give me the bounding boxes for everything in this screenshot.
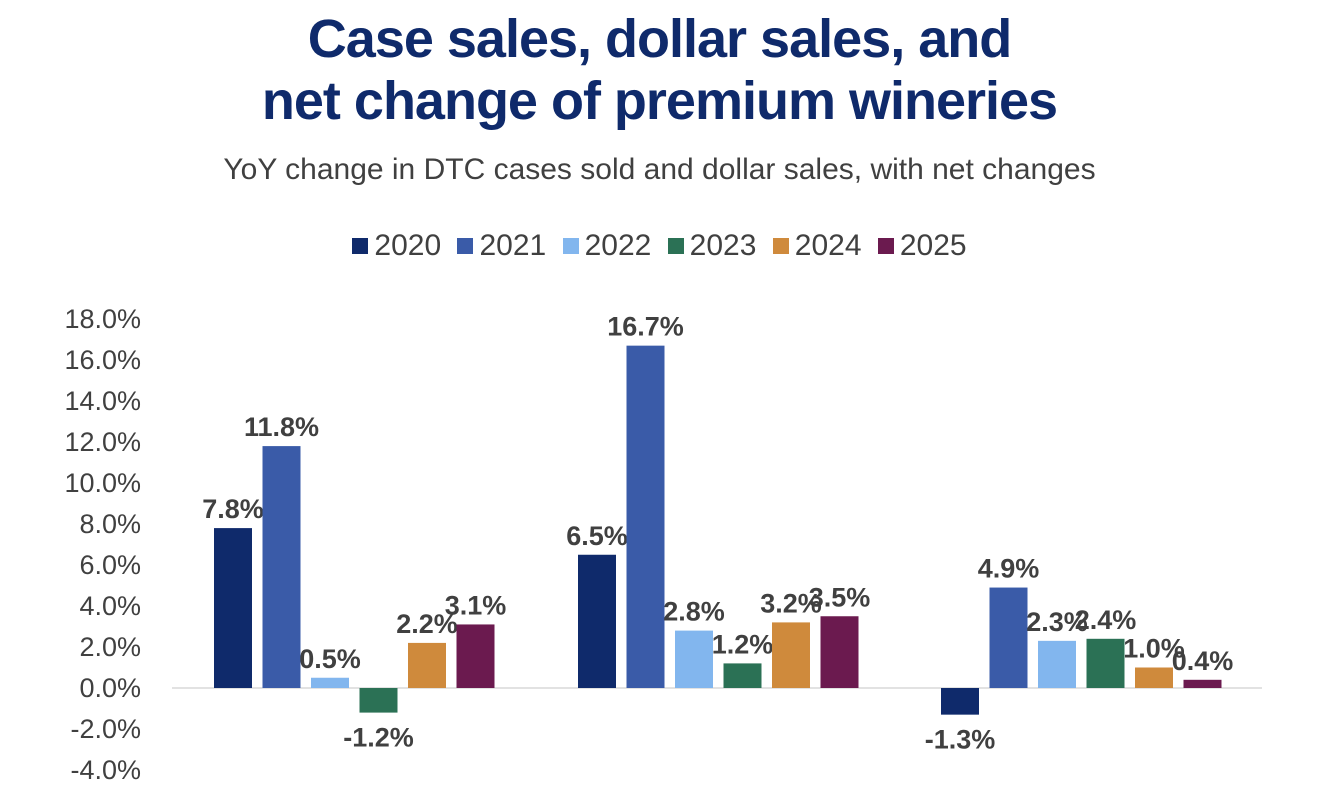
data-label: 2.4%	[1075, 605, 1137, 635]
bar-2022-group-3	[1038, 640, 1076, 688]
legend-swatch-2024	[772, 238, 789, 254]
data-label: 4.9%	[978, 554, 1040, 584]
data-label: 3.2%	[760, 588, 822, 618]
y-tick-label: 4.0%	[79, 591, 141, 621]
bar-2021-group-1	[262, 446, 301, 688]
y-tick-label: 6.0%	[79, 550, 141, 580]
legend-label-2022: 2022	[584, 229, 652, 262]
bar-2023-group-1	[359, 688, 398, 713]
data-label: -1.3%	[925, 725, 996, 755]
y-tick-label: -4.0%	[70, 755, 141, 785]
y-tick-label: -2.0%	[70, 714, 141, 744]
bar-2020-group-1	[214, 528, 252, 688]
bar-2022-group-2	[675, 630, 713, 688]
y-tick-label: 12.0%	[64, 427, 141, 457]
legend-item-2024: 2024	[772, 226, 862, 266]
data-label: -1.2%	[343, 723, 414, 753]
legend-label-2021: 2021	[479, 229, 547, 262]
data-label: 2.2%	[396, 609, 458, 639]
bar-2025-group-1	[456, 624, 495, 688]
legend-label-2024: 2024	[794, 229, 862, 262]
y-tick-label: 2.0%	[79, 632, 141, 662]
legend-item-2020: 2020	[352, 226, 441, 266]
data-label: 0.5%	[299, 644, 361, 674]
y-tick-label: 0.0%	[79, 673, 141, 703]
legend-swatch-2025	[877, 238, 894, 254]
data-label: 7.8%	[202, 494, 264, 524]
bar-2021-group-2	[626, 345, 665, 688]
y-tick-label: 18.0%	[64, 304, 141, 334]
bar-2022-group-1	[311, 677, 349, 688]
legend-swatch-2021	[457, 238, 474, 254]
y-tick-label: 16.0%	[64, 345, 141, 375]
legend-label-2020: 2020	[374, 229, 442, 262]
data-label: 2.3%	[1026, 607, 1088, 637]
chart-title-line-1: Case sales, dollar sales, and	[307, 9, 1012, 69]
data-label: 16.7%	[607, 312, 684, 342]
legend-item-2025: 2025	[877, 226, 967, 266]
bar-2024-group-1	[408, 642, 446, 688]
data-label: 1.2%	[712, 629, 774, 659]
chart-subtitle: YoY change in DTC cases sold and dollar …	[223, 153, 1096, 186]
chart-title-line-2: net change of premium wineries	[261, 71, 1058, 131]
legend-swatch-2022	[562, 238, 579, 254]
bar-2020-group-3	[941, 688, 979, 715]
data-label: 3.5%	[809, 582, 871, 612]
bar-2024-group-3	[1135, 667, 1173, 688]
bar-2023-group-2	[723, 663, 762, 688]
bar-2025-group-3	[1183, 679, 1222, 688]
y-tick-label: 8.0%	[79, 509, 141, 539]
legend-item-2021: 2021	[457, 226, 546, 266]
bar-2023-group-3	[1086, 638, 1125, 688]
legend-swatch-2023	[667, 238, 684, 254]
bar-2024-group-2	[772, 622, 810, 688]
legend-swatch-2020	[352, 238, 369, 254]
chart-legend: 2020 2021 2022 2023 2024 2025	[0, 226, 1319, 266]
bar-2020-group-2	[578, 554, 616, 688]
legend-item-2022: 2022	[562, 226, 652, 266]
data-label: 1.0%	[1123, 634, 1185, 664]
legend-label-2025: 2025	[899, 229, 967, 262]
legend-item-2023: 2023	[667, 226, 757, 266]
bar-2021-group-3	[989, 587, 1028, 688]
data-label: 2.8%	[663, 597, 725, 627]
y-tick-label: 14.0%	[64, 386, 141, 416]
data-label: 6.5%	[566, 521, 628, 551]
data-label: 0.4%	[1172, 646, 1234, 676]
data-label: 3.1%	[445, 590, 507, 620]
y-tick-label: 10.0%	[64, 468, 141, 498]
bar-2025-group-2	[820, 616, 859, 688]
data-label: 11.8%	[244, 412, 319, 442]
legend-label-2023: 2023	[689, 229, 757, 262]
